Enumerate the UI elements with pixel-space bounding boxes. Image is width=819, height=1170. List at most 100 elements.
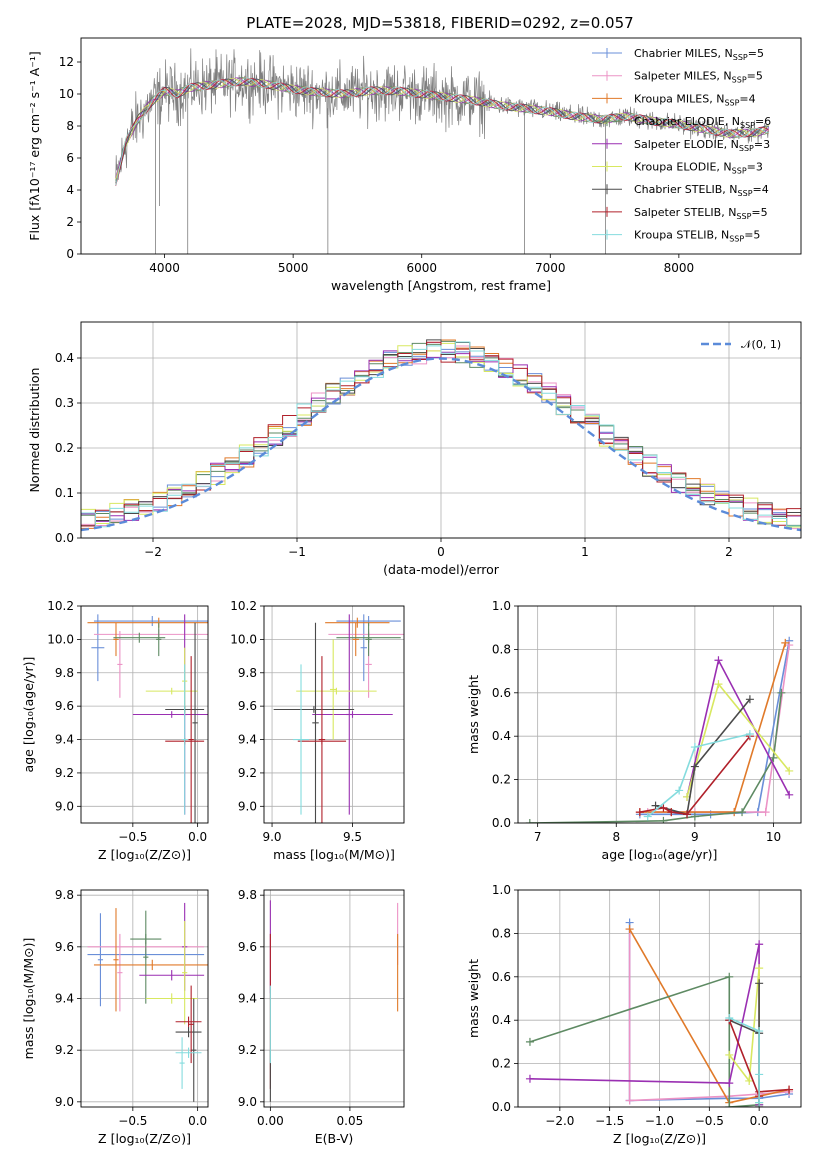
- weight-point: [725, 1079, 734, 1088]
- y-tick-label: 10.0: [230, 632, 257, 646]
- y-tick-label: 8: [66, 119, 74, 133]
- weight-line-4: [529, 944, 760, 1105]
- weight-point: [755, 1070, 764, 1079]
- weight-point: [725, 1103, 734, 1107]
- x-axis-label: E(B-V): [315, 1131, 354, 1146]
- x-axis-label: (data-model)/error: [383, 562, 500, 577]
- weight-point: [785, 641, 794, 650]
- legend-entry: Salpeter ELODIE, NSSP=3: [634, 138, 770, 153]
- histogram-step-8: [81, 341, 801, 528]
- weight-point: [690, 743, 699, 752]
- weight-point: [755, 1098, 764, 1107]
- plot-area: [525, 636, 794, 823]
- weight-line-3: [529, 975, 760, 1107]
- x-tick-label: −1: [288, 545, 306, 559]
- weight-point: [690, 812, 699, 821]
- y-tick-label: 0.6: [492, 970, 511, 984]
- x-tick-label: 7: [534, 830, 542, 844]
- weight-line-2: [628, 928, 790, 1104]
- y-tick-label: 9.8: [238, 888, 257, 902]
- legend-entry: Kroupa ELODIE, NSSP=3: [634, 161, 763, 176]
- y-tick-label: 10.0: [47, 632, 74, 646]
- axes-frame: [517, 605, 802, 824]
- x-axis-label: Z [log₁₀(Z/Z⊙)]: [98, 847, 191, 862]
- x-tick-label: −0.5: [118, 1114, 147, 1128]
- y-tick-label: 0.6: [492, 686, 511, 700]
- panel-spectrum: 4000 5000 6000 7000 8000 0 2 4 6 8 10 12 wavelength …: [27, 37, 802, 293]
- weight-point: [725, 1050, 734, 1059]
- x-tick-label: −1.0: [645, 1114, 674, 1128]
- axes-frame: [80, 321, 802, 539]
- y-tick-label: 0.4: [492, 729, 511, 743]
- y-tick-label: 0.4: [492, 1013, 511, 1027]
- weight-point: [525, 819, 534, 823]
- weight-point: [785, 766, 794, 775]
- weight-point: [745, 1076, 754, 1085]
- legend-entry: Kroupa MILES, NSSP=4: [634, 92, 756, 107]
- weight-point: [675, 786, 684, 795]
- x-tick-label: −1.5: [595, 1114, 624, 1128]
- weight-line-8: [728, 1017, 760, 1103]
- weight-point: [725, 972, 734, 981]
- weight-point: [714, 680, 723, 689]
- y-tick-label: 9.2: [55, 766, 74, 780]
- axes-frame: [80, 605, 209, 824]
- y-tick-label: 10.2: [230, 599, 257, 613]
- y-tick-label: 12: [59, 55, 74, 69]
- y-tick-label: 10.2: [47, 599, 74, 613]
- y-tick-label: 0.3: [55, 396, 74, 410]
- y-tick-label: 4: [66, 183, 74, 197]
- observed-spectrum-line: [115, 48, 769, 180]
- x-tick-label: 9.0: [262, 830, 281, 844]
- plot-area: [269, 900, 399, 1102]
- axes-frame: [263, 889, 405, 1108]
- y-tick-label: 0.0: [492, 1100, 511, 1114]
- x-tick-label: 6000: [406, 261, 437, 275]
- y-tick-label: 1.0: [492, 883, 511, 897]
- weight-point: [625, 1096, 634, 1105]
- weight-line-6: [728, 983, 760, 1107]
- y-tick-label: 0.0: [492, 816, 511, 830]
- x-tick-label: 0.0: [188, 830, 207, 844]
- y-tick-label: 0.2: [492, 773, 511, 787]
- x-axis-label: age [log₁₀(age/yr)]: [602, 847, 718, 862]
- weight-point: [755, 1027, 764, 1036]
- plot-area: [87, 614, 208, 823]
- x-tick-label: 0: [437, 545, 445, 559]
- x-tick-label: 9: [691, 830, 699, 844]
- weight-point: [683, 810, 692, 819]
- y-tick-label: 9.6: [238, 699, 257, 713]
- x-axis-label: wavelength [Angstrom, rest frame]: [331, 278, 551, 293]
- weight-point: [781, 638, 790, 647]
- weight-line-2: [639, 642, 787, 813]
- weight-point: [667, 808, 676, 817]
- weight-line-1: [647, 644, 790, 813]
- y-tick-label: 0.8: [492, 926, 511, 940]
- plot-area: [525, 918, 794, 1107]
- weight-point: [769, 753, 778, 762]
- panel-residuals: −2 −1 0 1 2 0.0 0.1 0.2 0.3 0.4 (data-model)/error…: [27, 321, 802, 577]
- legend-entry: Chabrier STELIB, NSSP=4: [634, 183, 769, 198]
- y-tick-label: 9.0: [55, 799, 74, 813]
- x-tick-label: 10: [766, 830, 781, 844]
- y-tick-label: 9.4: [238, 992, 257, 1006]
- y-tick-label: 9.8: [55, 888, 74, 902]
- plot-area: [115, 48, 770, 254]
- weight-point: [690, 762, 699, 771]
- model-fit-line-3: [115, 76, 770, 181]
- panel-age_vs_Z: −0.5 0.0 9.0 9.2 9.4 9.6 9.8 10.0 10.2 Z [log₁₀(Z…: [21, 599, 209, 862]
- y-tick-label: 9.6: [238, 940, 257, 954]
- x-tick-label: 9.5: [343, 830, 362, 844]
- y-tick-label: 9.8: [55, 666, 74, 680]
- x-tick-label: −0.5: [118, 830, 147, 844]
- x-tick-label: 2: [725, 545, 733, 559]
- panel-weight_vs_Z: −2.0 −1.5 −1.0 −0.5 0.0 0.0 0.2 0.4 0.6 0.8 1.0 Z […: [466, 883, 802, 1146]
- axes-frame: [80, 889, 209, 1108]
- weight-point: [635, 808, 644, 817]
- panel-age_vs_mass: 9.0 9.5 9.0 9.2 9.4 9.6 9.8 10.0 10.2 mass [log₁₀…: [230, 599, 405, 862]
- weight-point: [738, 808, 747, 817]
- axes-frame: [80, 37, 802, 255]
- y-tick-label: 9.2: [55, 1043, 74, 1057]
- y-tick-label: 9.4: [55, 992, 74, 1006]
